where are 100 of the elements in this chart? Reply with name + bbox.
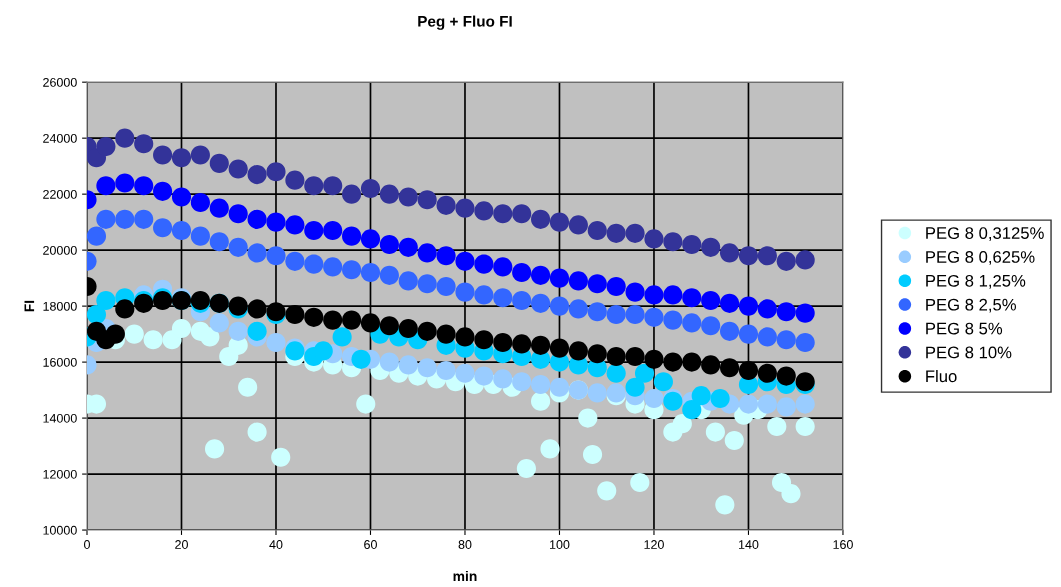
point bbox=[323, 310, 343, 330]
point bbox=[682, 313, 702, 333]
point bbox=[672, 414, 692, 434]
chart-title: Peg + Fluo FI bbox=[418, 15, 512, 30]
point bbox=[171, 187, 192, 207]
point bbox=[342, 226, 362, 246]
point bbox=[87, 226, 107, 246]
point bbox=[625, 223, 645, 243]
point bbox=[776, 251, 796, 271]
point bbox=[115, 128, 135, 148]
point bbox=[625, 282, 645, 302]
point bbox=[171, 148, 192, 168]
point bbox=[720, 358, 740, 378]
legend-label: PEG 8 10% bbox=[926, 346, 1012, 359]
point bbox=[493, 332, 513, 353]
point bbox=[540, 439, 560, 459]
point bbox=[200, 327, 220, 347]
point bbox=[190, 145, 210, 165]
point bbox=[356, 394, 376, 414]
point bbox=[606, 346, 626, 367]
point bbox=[360, 229, 381, 249]
x-tick-label: 0 bbox=[84, 540, 90, 549]
point bbox=[228, 159, 248, 179]
y-tick-label: 14000 bbox=[43, 413, 77, 423]
point bbox=[701, 355, 721, 375]
y-tick-label: 16000 bbox=[43, 357, 77, 367]
point bbox=[266, 162, 286, 182]
point bbox=[738, 296, 759, 316]
point bbox=[691, 386, 711, 406]
point bbox=[767, 416, 787, 437]
point bbox=[455, 198, 475, 218]
point bbox=[630, 472, 650, 493]
point bbox=[625, 304, 645, 325]
point bbox=[701, 290, 721, 311]
x-tick-label: 140 bbox=[739, 540, 759, 549]
point bbox=[96, 290, 116, 311]
point bbox=[795, 394, 815, 414]
point bbox=[209, 153, 229, 173]
point bbox=[266, 246, 286, 266]
point bbox=[96, 176, 116, 196]
point bbox=[360, 178, 381, 199]
point bbox=[776, 366, 796, 386]
point bbox=[663, 285, 683, 305]
point bbox=[417, 190, 437, 210]
point bbox=[474, 285, 494, 305]
point bbox=[606, 223, 626, 243]
point bbox=[228, 204, 248, 224]
x-tick-label: 20 bbox=[175, 540, 188, 549]
point bbox=[644, 307, 664, 327]
point bbox=[757, 363, 777, 383]
point bbox=[549, 338, 570, 358]
point bbox=[417, 243, 437, 263]
y-tick-label: 24000 bbox=[43, 133, 77, 143]
point bbox=[474, 254, 494, 274]
point bbox=[795, 303, 815, 323]
point bbox=[190, 226, 210, 246]
point bbox=[436, 360, 456, 381]
y-tick-label: 10000 bbox=[43, 525, 77, 535]
point bbox=[531, 391, 551, 411]
point bbox=[436, 276, 456, 297]
point bbox=[304, 307, 324, 327]
legend-label: PEG 8 2,5% bbox=[926, 298, 1016, 313]
point bbox=[247, 164, 267, 185]
point bbox=[398, 318, 418, 339]
point bbox=[781, 484, 801, 504]
point bbox=[285, 170, 305, 190]
point bbox=[313, 341, 333, 361]
point bbox=[568, 299, 588, 319]
point bbox=[398, 237, 418, 257]
point bbox=[474, 201, 494, 221]
point bbox=[512, 290, 532, 311]
point bbox=[455, 327, 475, 347]
point bbox=[757, 299, 777, 319]
point bbox=[512, 334, 532, 354]
point bbox=[171, 220, 192, 241]
point bbox=[531, 335, 551, 355]
point bbox=[266, 332, 286, 353]
point bbox=[644, 388, 664, 409]
y-tick-label: 12000 bbox=[43, 469, 77, 479]
y-axis-title: FI bbox=[24, 300, 35, 312]
point bbox=[493, 257, 513, 277]
point bbox=[682, 288, 702, 308]
point bbox=[587, 274, 607, 294]
point bbox=[266, 212, 286, 232]
point bbox=[323, 176, 343, 196]
point bbox=[455, 363, 475, 383]
point bbox=[795, 416, 815, 437]
point bbox=[153, 181, 173, 201]
point bbox=[360, 262, 381, 283]
point bbox=[285, 304, 305, 325]
point bbox=[516, 458, 536, 479]
point bbox=[568, 341, 588, 361]
point bbox=[625, 346, 645, 367]
point bbox=[757, 394, 777, 414]
point bbox=[105, 324, 125, 344]
point bbox=[379, 352, 399, 372]
point bbox=[398, 187, 418, 207]
point bbox=[587, 220, 607, 241]
point bbox=[531, 374, 551, 395]
point bbox=[304, 254, 324, 274]
